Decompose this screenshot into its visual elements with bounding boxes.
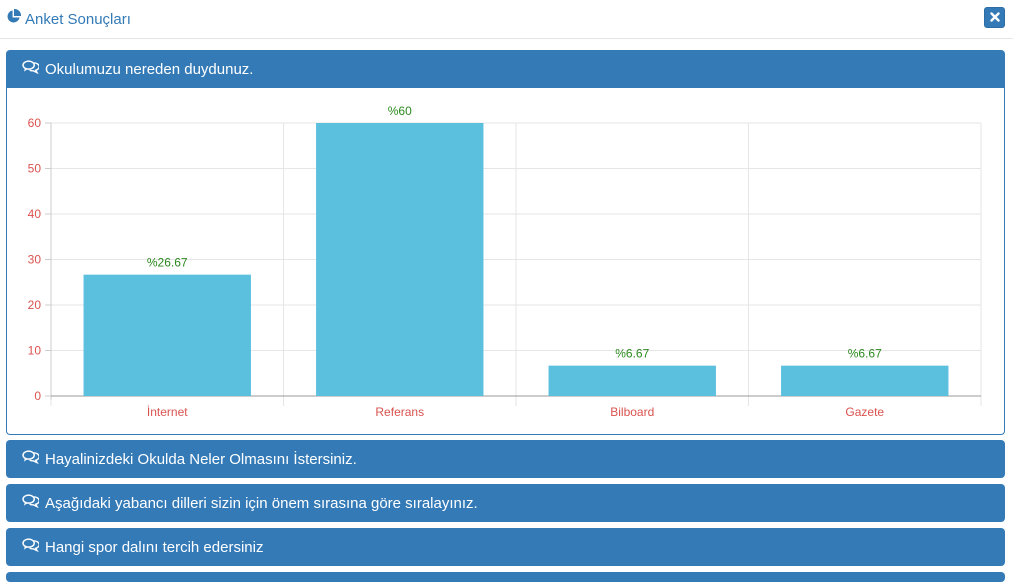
bar-1 xyxy=(83,274,251,396)
question-panel-1[interactable]: Okulumuzu nereden duydunuz. xyxy=(6,50,1005,88)
bar-4 xyxy=(781,365,949,396)
comments-icon xyxy=(22,60,40,78)
close-icon xyxy=(989,9,1000,27)
bar-chart: 0 10 20 30 40 50 60 %26.67 İnternet %60 Referans %6… xyxy=(28,104,982,419)
question-panel-3[interactable]: Aşağıdaki yabancı dilleri sizin için öne… xyxy=(6,484,1005,522)
question-panel-5[interactable] xyxy=(6,572,1005,582)
pie-chart-icon xyxy=(6,8,22,29)
y-tick-label: 20 xyxy=(28,298,42,312)
comments-icon xyxy=(22,450,40,468)
y-tick-label: 30 xyxy=(28,253,42,267)
bar-2 xyxy=(316,123,484,396)
y-tick-label: 0 xyxy=(34,389,41,403)
data-label: %6.67 xyxy=(848,347,882,361)
question-label: Hangi spor dalını tercih edersiniz xyxy=(45,538,264,556)
y-tick-label: 10 xyxy=(28,344,42,358)
modal-header: Anket Sonuçları xyxy=(0,0,1013,39)
comments-icon xyxy=(22,538,40,556)
data-label: %6.67 xyxy=(615,347,649,361)
data-label: %26.67 xyxy=(147,256,188,270)
modal-title-text: Anket Sonuçları xyxy=(25,10,131,28)
comments-icon xyxy=(22,494,40,512)
question-panel-1-body: 0 10 20 30 40 50 60 %26.67 İnternet %60 Referans %6… xyxy=(6,88,1005,435)
question-label: Okulumuzu nereden duydunuz. xyxy=(45,60,254,78)
question-panel-4[interactable]: Hangi spor dalını tercih edersiniz xyxy=(6,528,1005,566)
y-tick-label: 40 xyxy=(28,207,42,221)
question-panel-2[interactable]: Hayalinizdeki Okulda Neler Olmasını İste… xyxy=(6,440,1005,478)
x-tick-label: Referans xyxy=(375,405,424,419)
data-label: %60 xyxy=(388,104,412,118)
x-tick-label: İnternet xyxy=(147,405,188,419)
question-label: Hayalinizdeki Okulda Neler Olmasını İste… xyxy=(45,450,357,468)
x-tick-label: Bilboard xyxy=(610,405,654,419)
y-tick-label: 50 xyxy=(28,162,42,176)
y-tick-label: 60 xyxy=(28,116,42,130)
bar-3 xyxy=(548,365,716,396)
modal-title: Anket Sonuçları xyxy=(6,8,131,29)
question-label: Aşağıdaki yabancı dilleri sizin için öne… xyxy=(45,494,478,512)
x-tick-label: Gazete xyxy=(845,405,884,419)
close-button[interactable] xyxy=(984,7,1005,28)
